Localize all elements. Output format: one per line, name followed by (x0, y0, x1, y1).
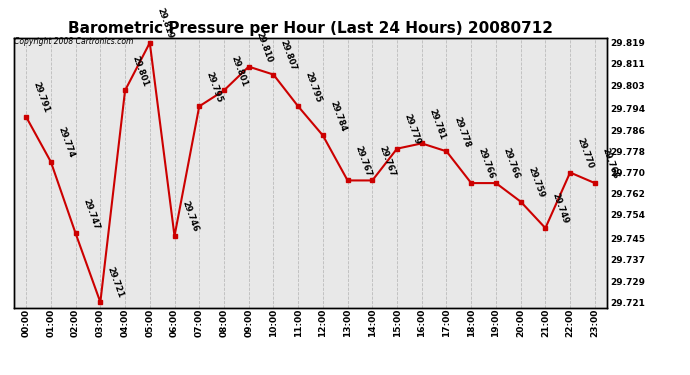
Text: 29.767: 29.767 (378, 144, 397, 178)
Text: 29.778: 29.778 (452, 115, 471, 148)
Text: 29.746: 29.746 (180, 200, 199, 233)
Text: 29.759: 29.759 (526, 165, 546, 199)
Text: 29.779: 29.779 (402, 112, 422, 146)
Title: Barometric Pressure per Hour (Last 24 Hours) 20080712: Barometric Pressure per Hour (Last 24 Ho… (68, 21, 553, 36)
Text: 29.795: 29.795 (205, 70, 224, 104)
Text: 29.791: 29.791 (32, 81, 51, 114)
Text: 29.801: 29.801 (230, 54, 249, 88)
Text: 29.795: 29.795 (304, 70, 323, 104)
Text: 29.784: 29.784 (328, 99, 348, 133)
Text: 29.781: 29.781 (427, 107, 447, 141)
Text: Copyright 2008 Cartronics.com: Copyright 2008 Cartronics.com (14, 38, 133, 46)
Text: 29.766: 29.766 (600, 147, 620, 180)
Text: 29.767: 29.767 (353, 144, 373, 178)
Text: 29.810: 29.810 (254, 30, 274, 64)
Text: 29.807: 29.807 (279, 39, 298, 72)
Text: 29.770: 29.770 (575, 136, 595, 170)
Text: 29.749: 29.749 (551, 192, 571, 225)
Text: 29.819: 29.819 (155, 7, 175, 40)
Text: 29.766: 29.766 (477, 147, 496, 180)
Text: 29.801: 29.801 (130, 54, 150, 88)
Text: 29.747: 29.747 (81, 197, 101, 231)
Text: 29.774: 29.774 (57, 126, 76, 159)
Text: 29.721: 29.721 (106, 266, 126, 299)
Text: 29.766: 29.766 (502, 147, 521, 180)
